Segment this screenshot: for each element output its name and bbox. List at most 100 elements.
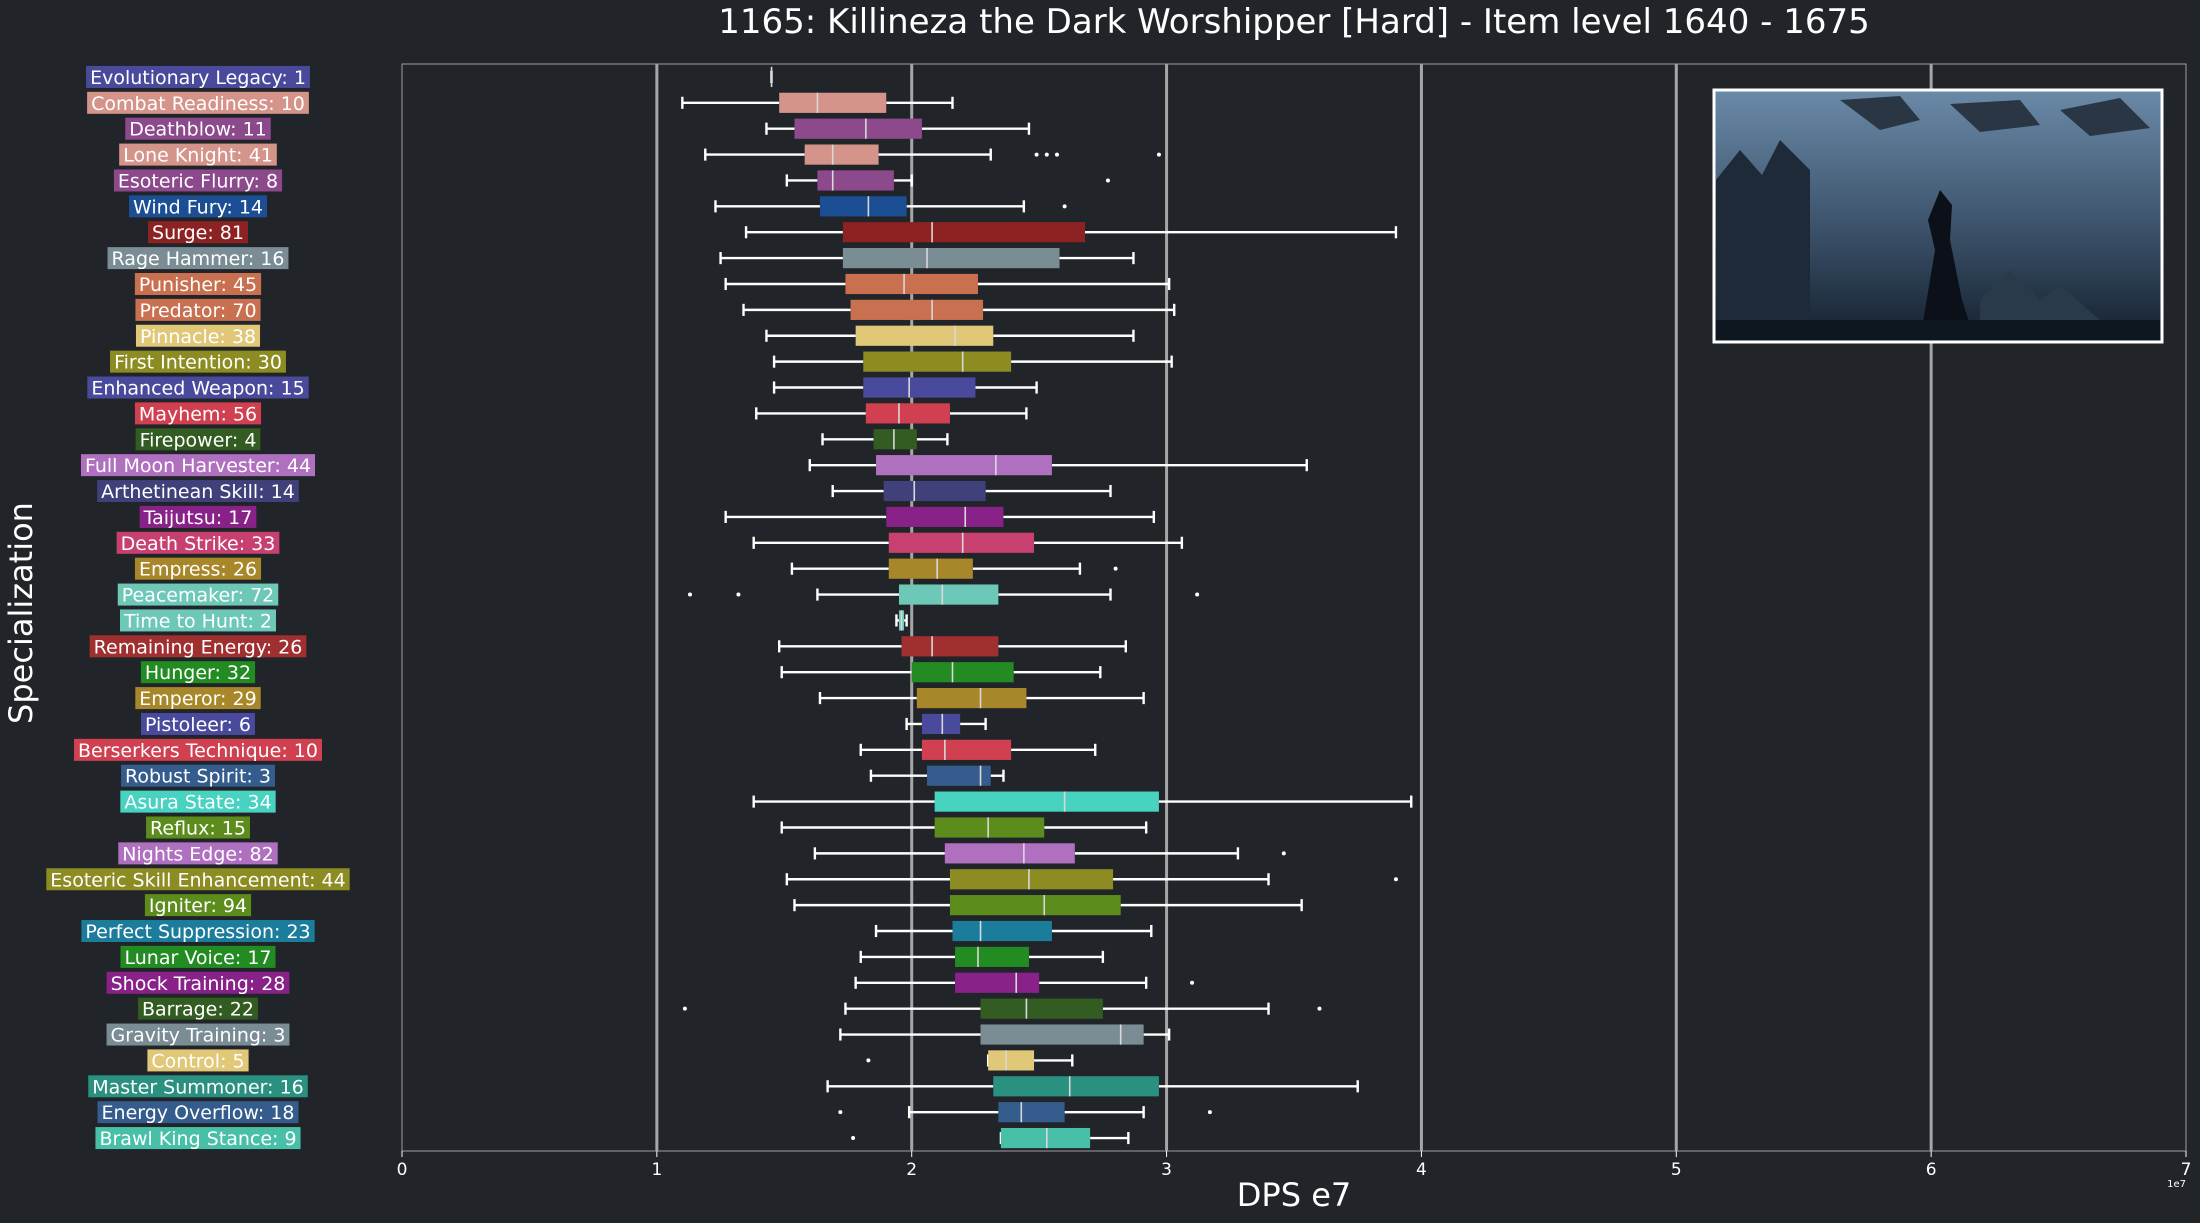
box-plot <box>821 429 949 450</box>
inset-ruins-left <box>1716 140 1810 340</box>
box-plot <box>682 998 1322 1019</box>
category-label: Peacemaker: 72 <box>117 583 279 607</box>
category-label-bg <box>135 324 261 347</box>
category-label: Punisher: 45 <box>134 272 262 296</box>
category-label: Death Strike: 33 <box>116 531 280 555</box>
category-label-text: Barrage: 22 <box>142 999 254 1021</box>
category-label: Barrage: 22 <box>138 997 258 1021</box>
category-label-text: First Intention: 30 <box>114 352 282 374</box>
category-label-text: Emperor: 29 <box>139 688 256 710</box>
category-label-text: Brawl King Stance: 9 <box>99 1128 296 1150</box>
box-plot <box>866 1050 1074 1071</box>
box-iqr <box>934 791 1159 812</box>
box-iqr <box>955 972 1040 993</box>
category-label-text: Surge: 81 <box>152 222 244 244</box>
outlier-point <box>838 1110 843 1115</box>
box-plot <box>704 144 1161 165</box>
category-label: Esoteric Flurry: 8 <box>113 169 283 192</box>
outlier-point <box>682 1006 687 1011</box>
outlier-point <box>1044 152 1049 157</box>
category-label-text: Nights Edge: 82 <box>122 843 273 865</box>
box-plot <box>838 1102 1212 1123</box>
category-label-text: Combat Readiness: 10 <box>91 93 305 115</box>
x-tick-label: 7 <box>2181 1160 2192 1180</box>
box-iqr <box>949 869 1114 890</box>
category-label: Evolutionary Legacy: 1 <box>86 65 310 89</box>
box-plot <box>719 248 1135 269</box>
box-plot <box>752 532 1184 553</box>
category-label: Hunger: 32 <box>140 661 256 684</box>
category-label-text: Energy Overflow: 18 <box>102 1102 295 1124</box>
category-label: Lone Knight: 41 <box>119 143 277 167</box>
category-label-bg <box>74 738 322 761</box>
category-label-text: Lone Knight: 41 <box>123 145 273 167</box>
category-label-text: Firepower: 4 <box>140 429 257 451</box>
category-label: Predator: 70 <box>135 298 261 322</box>
category-label-bg <box>120 945 276 968</box>
box-iqr <box>998 1102 1065 1123</box>
category-label-text: Peacemaker: 72 <box>122 585 275 607</box>
box-plot <box>772 377 1038 398</box>
category-label-bg <box>134 402 262 425</box>
category-label-text: Pistoleer: 6 <box>145 714 251 736</box>
x-multiplier-label: 1e7 <box>2167 1179 2186 1190</box>
box-iqr <box>886 506 1004 528</box>
category-label: Asura State: 34 <box>120 790 276 814</box>
outlier-point <box>687 592 692 597</box>
category-label-text: Remaining Energy: 26 <box>94 636 303 658</box>
box-iqr <box>901 636 999 657</box>
x-tick-label: 1 <box>651 1160 662 1180</box>
box-plot <box>752 791 1413 812</box>
box-iqr <box>817 170 894 191</box>
box-iqr <box>863 351 1012 372</box>
box-plot <box>859 946 1105 967</box>
box-iqr <box>921 739 1012 760</box>
category-label-text: Robust Spirit: 3 <box>125 766 271 788</box>
box-plot <box>772 351 1173 372</box>
box-iqr <box>804 144 879 165</box>
x-tick-label: 0 <box>397 1160 408 1180</box>
category-label-text: Arthetinean Skill: 14 <box>101 481 295 503</box>
x-tick-label: 3 <box>1161 1160 1172 1180</box>
category-label-bg <box>135 298 261 321</box>
category-label-text: Gravity Training: 3 <box>111 1025 286 1047</box>
chart-title: 1165: Killineza the Dark Worshipper [Har… <box>718 2 1869 42</box>
category-label: Empress: 26 <box>134 557 262 581</box>
box-iqr <box>865 403 950 424</box>
category-label: Arthetinean Skill: 14 <box>97 480 299 503</box>
box-plot <box>765 118 1031 139</box>
category-label-bg <box>148 221 248 244</box>
category-label-bg <box>86 65 310 88</box>
category-label: Firepower: 4 <box>135 428 261 451</box>
category-label-bg <box>106 971 290 994</box>
box-plot <box>793 895 1303 916</box>
category-label-text: Deathblow: 11 <box>129 119 267 141</box>
category-label-bg <box>89 635 307 658</box>
category-label-text: Berserkers Technique: 10 <box>78 740 318 762</box>
category-label: Perfect Suppression: 23 <box>81 920 315 943</box>
outlier-point <box>1156 152 1161 157</box>
outlier-point <box>1317 1006 1322 1011</box>
category-label-bg <box>95 1127 301 1150</box>
category-label-text: Enhanced Weapon: 15 <box>91 378 304 400</box>
box-iqr <box>911 662 1014 683</box>
category-label-bg <box>139 505 257 528</box>
box-iqr <box>845 273 978 295</box>
box-iqr <box>819 196 907 217</box>
outlier-point <box>1207 1110 1212 1115</box>
box-plot <box>785 869 1398 890</box>
category-label-bg <box>113 169 283 192</box>
box-iqr <box>927 765 991 786</box>
box-iqr <box>779 92 887 113</box>
category-label: Mayhem: 56 <box>134 402 262 425</box>
category-label-text: Reflux: 15 <box>150 817 246 839</box>
category-label-text: Control: 5 <box>151 1050 244 1072</box>
category-label-text: Empress: 26 <box>139 559 257 581</box>
box-plot <box>818 687 1145 709</box>
box-iqr <box>842 222 1086 243</box>
category-label: Gravity Training: 3 <box>106 1023 290 1047</box>
box-plot <box>724 273 1171 295</box>
category-label-bg <box>146 816 250 839</box>
